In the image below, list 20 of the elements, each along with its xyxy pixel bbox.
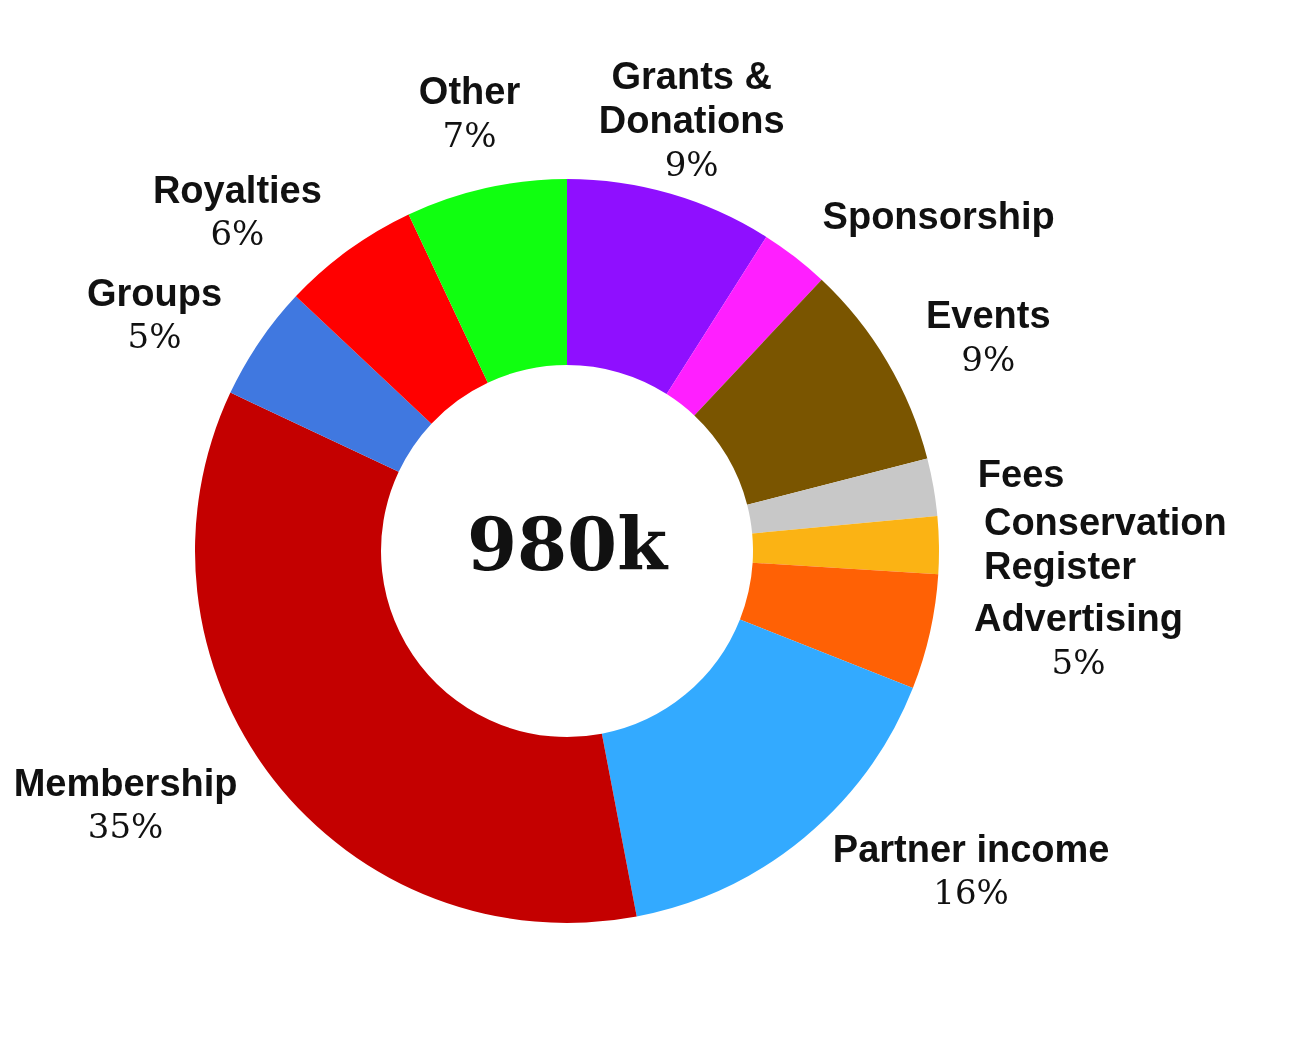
data-label: 7% xyxy=(442,114,497,155)
data-label: 5% xyxy=(127,316,182,357)
slice-label: Fees xyxy=(977,452,1065,495)
slice-label: Conservation Register xyxy=(983,500,1227,587)
slice-label: Other xyxy=(418,70,521,113)
slice-label: Royalties xyxy=(152,169,322,212)
slice-label: Grants & Donations xyxy=(598,55,785,142)
data-label: 16% xyxy=(933,872,1009,913)
text: 980k xyxy=(466,501,670,587)
data-label: 9% xyxy=(664,143,719,184)
slice-label: Membership xyxy=(13,762,238,805)
data-label: 5% xyxy=(1051,641,1106,682)
slice-label: Advertising xyxy=(973,597,1183,640)
slice-label: Partner income xyxy=(832,827,1110,870)
data-label: 6% xyxy=(210,213,265,254)
slice-label: Groups xyxy=(86,272,223,315)
slice-label: Events xyxy=(925,294,1051,337)
slice-label: Sponsorship xyxy=(822,194,1055,237)
data-label: 35% xyxy=(87,806,164,847)
data-label: 9% xyxy=(961,338,1016,379)
